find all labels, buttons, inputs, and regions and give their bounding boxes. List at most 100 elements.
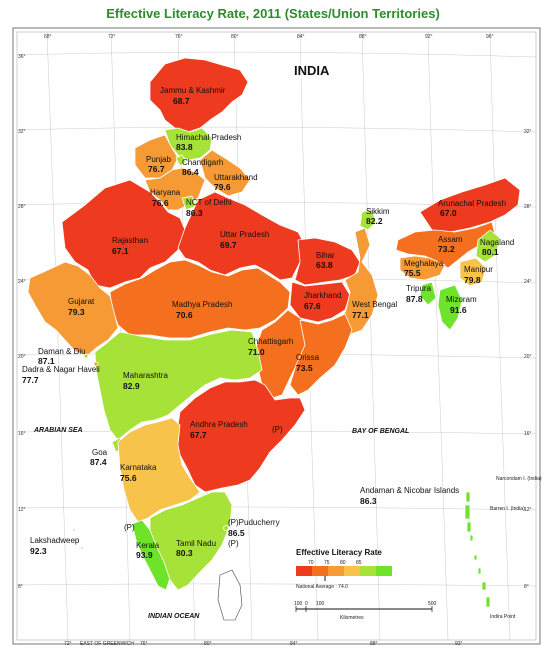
region-name: Uttar Pradesh [220,230,269,239]
lon-label-top: 72° [108,34,116,40]
lat-label: 20° [524,354,532,360]
legend-swatch-2 [312,566,328,576]
region-name: Dadra & Nagar Haveli [22,365,100,374]
lon-label-top: 84° [297,34,305,40]
scale-label: 100 [294,601,303,607]
arabian-sea-label: ARABIAN SEA [33,427,83,434]
region-value: 75.6 [120,473,137,483]
legend-tick: 80 [340,560,346,566]
india-label: INDIA [294,63,330,78]
legend-swatch-4 [344,566,360,576]
scale-label: 500 [428,601,437,607]
lon-labels-bottom: 72° EAST OF GREENWICH 76° 80° 84° 88° 92… [64,641,463,647]
region-name: Maharashtra [123,371,168,380]
map-frame [12,27,541,645]
region-tr [419,281,437,306]
lon-label-top: 88° [359,34,367,40]
region-name: Manipur [464,265,493,274]
legend-swatch-1 [296,566,312,576]
legend-title: Effective Literacy Rate [296,548,382,557]
lon-label: 76° [140,641,148,647]
region-name: Tripura [406,284,432,293]
region-sk [359,209,377,231]
region-uk [199,149,251,197]
region-value: 86.3 [360,496,377,506]
region-kl [131,519,171,591]
region-value: 92.3 [30,546,47,556]
legend-swatch-3 [328,566,344,576]
lon-label-top: 68° [44,34,52,40]
lon-label-top: 96° [486,34,494,40]
region-mp [109,259,291,339]
region-value: 86.4 [182,167,199,177]
region-value: 93.9 [136,550,153,560]
indira-point-label: Indira Point [490,614,516,620]
region-value: 73.2 [438,244,455,254]
region-name: Nagaland [480,238,514,247]
lat-label: 8° [18,584,23,590]
lat-label: 28° [524,204,532,210]
scale-label: 100 [316,601,325,607]
narcondam-label: Narcondam I. (India) [496,476,542,482]
puducherry-label: (P)Puducherry [228,518,280,527]
region-name: Orissa [296,353,320,362]
lat-label: 28° [18,204,26,210]
region-an [464,491,491,608]
lon-label: 88° [370,641,378,647]
lon-label-top: 80° [231,34,239,40]
scale-unit: Kilometres [340,615,364,621]
region-jh [289,281,351,323]
region-value: 79.6 [214,182,231,192]
lat-label: 32° [18,129,26,135]
region-name: Andaman & Nicobar Islands [360,486,459,495]
region-mh [94,329,263,441]
p-marker: (P) [272,425,283,434]
region-value: 73.5 [296,363,313,373]
lat-labels: 36° 32° 28° 24° 20° 16° 12° 8° 32° 28° 2… [18,54,532,590]
region-name: Sikkim [366,207,390,216]
region-name: Mizoram [446,295,477,304]
region-value: 67.1 [112,246,129,256]
legend-tick: 70 [308,560,314,566]
region-value: 75.5 [404,268,421,278]
region-value: 76.6 [152,198,169,208]
lon-label-top: 92° [425,34,433,40]
region-name: Andhra Pradesh [190,420,248,429]
region-value: 70.6 [176,310,193,320]
region-as [395,221,496,269]
region-value: 63.8 [316,260,333,270]
region-rj [61,179,186,289]
region-value: 87.1 [38,356,55,366]
region-value: 82.2 [366,216,383,226]
region-value: 87.4 [90,457,107,467]
legend-swatch-6 [376,566,392,576]
region-value: 80.1 [482,247,499,257]
region-value: 69.7 [220,240,237,250]
region-value: 82.9 [123,381,140,391]
region-dn [93,361,99,367]
lat-label: 32° [524,129,532,135]
scale-label: 0 [305,601,308,607]
bay-of-bengal-label: BAY OF BENGAL [352,428,409,435]
region-name: Meghalaya [404,259,444,268]
region-hp [164,127,213,161]
region-name: Jammu & Kashmir [160,86,226,95]
region-value: 86.3 [186,208,203,218]
region-name: Uttarakhand [214,173,258,182]
region-up [177,191,306,281]
region-dd [83,353,89,359]
region-name: Rajasthan [112,236,148,245]
map-inner-frame [16,31,537,641]
region-value: 91.6 [450,305,467,315]
greenwich-label: EAST OF GREENWICH [80,641,134,647]
region-name: Goa [92,448,108,457]
region-nl [475,229,501,263]
region-name: Gujarat [68,297,95,306]
region-name: Daman & Diu [38,347,86,356]
region-value: 67.0 [440,208,457,218]
region-value: 83.8 [176,142,193,152]
p-marker: (P) [228,539,239,548]
region-br [294,237,361,286]
scale-bar: 100 0 100 500 Kilometres [294,601,437,621]
